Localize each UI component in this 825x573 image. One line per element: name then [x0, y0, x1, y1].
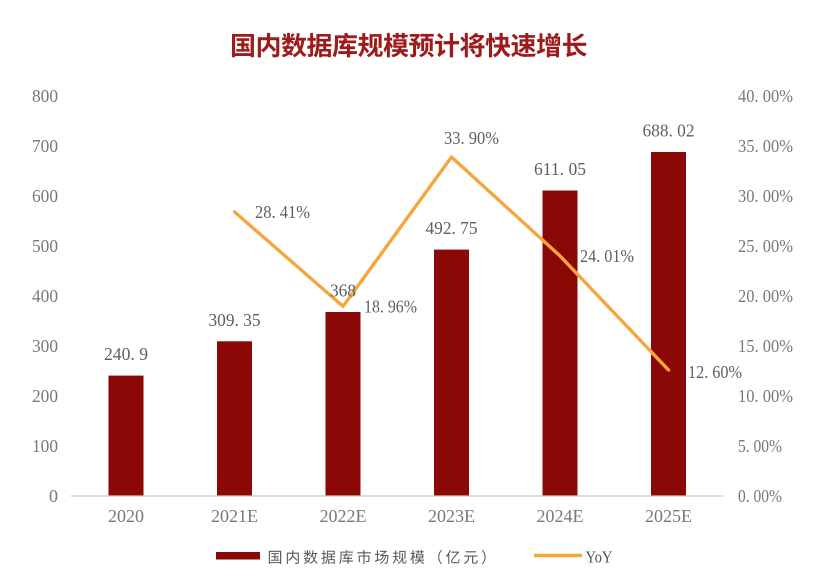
- svg-text:40. 00%: 40. 00%: [738, 86, 793, 106]
- svg-text:25. 00%: 25. 00%: [738, 236, 793, 256]
- svg-text:300: 300: [32, 336, 58, 356]
- svg-text:5. 00%: 5. 00%: [738, 436, 782, 456]
- svg-text:400: 400: [32, 286, 58, 306]
- svg-text:2020: 2020: [108, 506, 144, 526]
- svg-text:30. 00%: 30. 00%: [738, 186, 793, 206]
- svg-text:33. 90%: 33. 90%: [444, 128, 499, 148]
- svg-text:0. 00%: 0. 00%: [738, 486, 782, 506]
- svg-text:0: 0: [49, 486, 58, 506]
- svg-text:2022E: 2022E: [320, 506, 367, 526]
- svg-text:2024E: 2024E: [537, 506, 584, 526]
- svg-text:700: 700: [32, 136, 58, 156]
- svg-text:15. 00%: 15. 00%: [738, 336, 793, 356]
- svg-text:20. 00%: 20. 00%: [738, 286, 793, 306]
- svg-text:35. 00%: 35. 00%: [738, 136, 793, 156]
- svg-text:500: 500: [32, 236, 58, 256]
- svg-text:309. 35: 309. 35: [209, 310, 261, 330]
- svg-text:368: 368: [330, 281, 356, 301]
- svg-text:100: 100: [32, 436, 58, 456]
- svg-text:688. 02: 688. 02: [643, 120, 695, 140]
- svg-text:2023E: 2023E: [428, 506, 475, 526]
- svg-text:200: 200: [32, 386, 58, 406]
- svg-text:600: 600: [32, 186, 58, 206]
- svg-text:611. 05: 611. 05: [534, 159, 586, 179]
- svg-text:28. 41%: 28. 41%: [255, 202, 310, 222]
- svg-text:492. 75: 492. 75: [426, 218, 478, 238]
- svg-text:2025E: 2025E: [645, 506, 692, 526]
- svg-text:10. 00%: 10. 00%: [738, 386, 793, 406]
- svg-text:YoY: YoY: [586, 548, 613, 567]
- svg-text:12. 60%: 12. 60%: [688, 362, 742, 382]
- svg-text:2021E: 2021E: [211, 506, 258, 526]
- svg-text:18. 96%: 18. 96%: [364, 296, 417, 316]
- svg-text:800: 800: [32, 86, 58, 106]
- svg-text:240. 9: 240. 9: [104, 344, 148, 364]
- svg-text:24. 01%: 24. 01%: [580, 246, 634, 266]
